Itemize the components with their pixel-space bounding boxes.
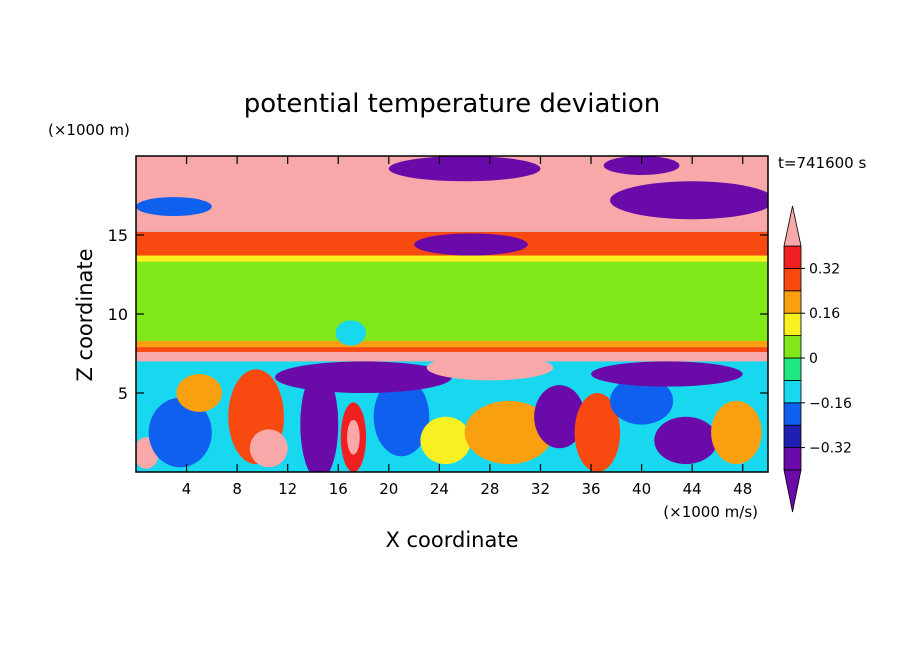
field-blob [373, 377, 430, 457]
x-axis: 4 8 12 16 20 24 28 32 36 40 44 48 [182, 156, 752, 498]
colorbar-extend-max [783, 205, 802, 247]
x-tick-label: 44 [683, 480, 702, 498]
field-blob [136, 197, 212, 217]
y-tick-label: 5 [118, 384, 128, 403]
field-blob [711, 400, 762, 465]
colorbar-segment [783, 379, 802, 404]
field-blob [176, 374, 222, 412]
colorbar-segment [783, 447, 802, 471]
field-band-edge [136, 255, 768, 262]
x-tick-label: 12 [278, 480, 297, 498]
colorbar-segment [783, 267, 802, 292]
field-blob-core [651, 190, 734, 210]
field-blob [464, 400, 554, 465]
field-blob [574, 393, 621, 472]
y-axis-label: Z coordinate [73, 248, 97, 381]
field-blob-core [426, 162, 503, 175]
x-tick-label: 28 [480, 480, 499, 498]
x-tick-label: 24 [430, 480, 449, 498]
x-tick-label: 36 [581, 480, 600, 498]
y-unit-label: (×1000 m) [48, 121, 130, 139]
field-band-edge [136, 261, 768, 270]
field-blob-core [309, 396, 329, 453]
field-blob [148, 397, 212, 468]
y-tick-label: 15 [108, 226, 128, 245]
field-blob-core [319, 369, 408, 386]
x-tick-label: 20 [379, 480, 398, 498]
colorbar-segment [783, 245, 802, 269]
x-tick-label: 8 [232, 480, 242, 498]
x-unit-label: (×1000 m/s) [663, 503, 758, 521]
field-blob-core [347, 419, 360, 455]
field-blob-core [546, 400, 573, 433]
colorbar-tick-label: 0.16 [809, 306, 840, 322]
field-band [136, 258, 768, 346]
y-axis: 5 10 15 [108, 226, 768, 403]
x-axis-label: X coordinate [385, 528, 518, 552]
colorbar: 0.32 0.16 0 −0.16 −0.32 [783, 205, 852, 513]
colorbar-tick-label: 0 [809, 351, 818, 367]
field-blob-core [628, 367, 705, 381]
colorbar-segment [783, 335, 802, 359]
time-label: t=741600 s [778, 154, 866, 172]
field-band-edge [136, 347, 768, 352]
plot-area [136, 156, 768, 472]
field-blob-core [458, 361, 522, 375]
colorbar-tick-label: 0.32 [809, 261, 840, 277]
colorbar-tick-label: −0.32 [809, 441, 852, 457]
colorbar-segment [783, 402, 802, 426]
field-blob-core [259, 438, 279, 458]
field-blob-core [442, 238, 500, 251]
colorbar-segment [783, 290, 802, 314]
chart-title: potential temperature deviation [244, 89, 660, 119]
x-tick-label: 32 [531, 480, 550, 498]
colorbar-segment [783, 357, 802, 381]
x-tick-label: 16 [329, 480, 348, 498]
x-tick-label: 4 [182, 480, 192, 498]
field-blob [335, 320, 367, 346]
colorbar-segment [783, 424, 802, 449]
x-tick-label: 48 [733, 480, 752, 498]
field-band-edge [136, 340, 768, 348]
x-tick-label: 40 [632, 480, 651, 498]
colorbar-segment [783, 312, 802, 337]
y-tick-label: 10 [108, 305, 128, 324]
field-blob-core [622, 160, 661, 171]
field-blob [420, 416, 471, 465]
field-blob-core [670, 428, 702, 453]
colorbar-extend-min [783, 469, 802, 513]
field-blob [610, 377, 674, 425]
field-blob-core [139, 445, 153, 461]
colorbar-tick-label: −0.16 [809, 396, 852, 412]
